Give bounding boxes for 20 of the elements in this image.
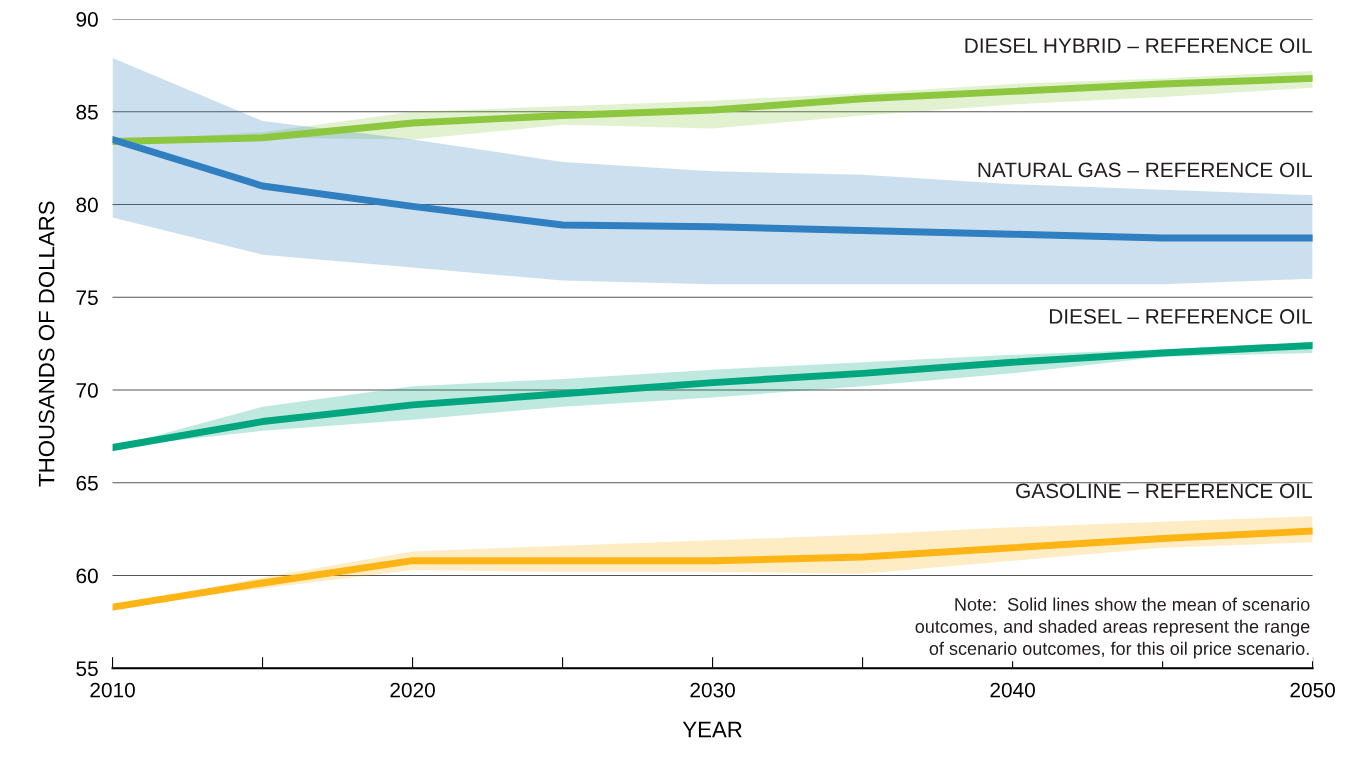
y-tick-label: 70 bbox=[76, 383, 98, 398]
annotation: Note: Solid lines show the mean of scenario outcomes, and shaded areas represent the range of scenario outcomes, for this oil price scenario. bbox=[915, 597, 1310, 659]
x-tick-label: 2030 bbox=[690, 682, 735, 698]
x-tick-label: 2050 bbox=[1290, 682, 1335, 698]
y-tick-label: 75 bbox=[76, 290, 98, 306]
y-tick-label: 80 bbox=[76, 197, 98, 213]
y-tick-label: 65 bbox=[76, 475, 98, 491]
text: NATURAL GAS – REFERENCE OIL bbox=[978, 162, 1312, 178]
y-tick-label: 85 bbox=[76, 104, 98, 120]
x-tick-label: 2010 bbox=[90, 682, 135, 698]
x-tick-label: 2020 bbox=[390, 682, 435, 698]
series-label: GASOLINE – REFERENCE OIL bbox=[1016, 483, 1312, 499]
x-tick-label: 2040 bbox=[990, 682, 1035, 698]
x-axis-title: YEAR bbox=[682, 721, 742, 738]
y-tick-label: 55 bbox=[76, 661, 98, 677]
y-tick-label: 60 bbox=[76, 568, 98, 584]
series-label: DIESEL – REFERENCE OIL bbox=[1049, 309, 1312, 324]
y-tick-label: 90 bbox=[76, 12, 98, 27]
y-axis-title: THOUSANDS OF DOLLARS bbox=[38, 201, 55, 487]
series-label: DIESEL HYBRID – REFERENCE OIL bbox=[965, 38, 1312, 53]
